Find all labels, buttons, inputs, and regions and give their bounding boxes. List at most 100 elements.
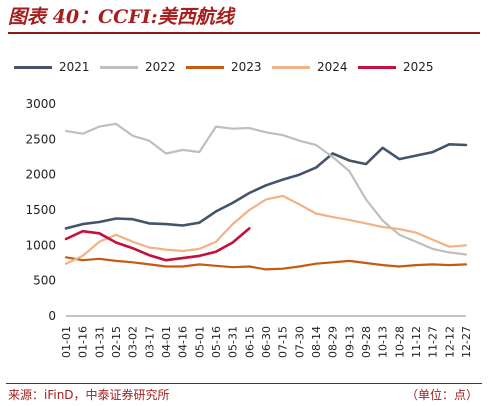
- data-point-2024: [115, 233, 117, 236]
- data-point-2023: [315, 262, 317, 265]
- data-point-2022: [281, 134, 284, 136]
- data-point-2025: [148, 254, 151, 257]
- data-point-2022: [298, 139, 301, 142]
- data-point-2021: [381, 147, 384, 149]
- data-point-2025: [115, 241, 117, 244]
- data-point-2023: [215, 265, 217, 267]
- series-line-2022: [64, 122, 468, 256]
- data-point-2023: [431, 263, 434, 266]
- data-point-2021: [265, 184, 267, 187]
- data-point-2023: [265, 268, 267, 271]
- data-point-2023: [115, 260, 117, 262]
- data-point-2024: [215, 241, 217, 243]
- x-tick-label: 03-17: [143, 326, 156, 358]
- data-point-2022: [148, 139, 151, 142]
- data-point-2021: [281, 178, 284, 181]
- data-point-2024: [281, 195, 284, 197]
- data-point-2022: [465, 253, 467, 256]
- data-point-2023: [298, 265, 301, 268]
- footer: 来源：iFinD，中泰证券研究所 （单位：点）: [6, 383, 482, 402]
- data-point-2024: [465, 244, 467, 247]
- data-point-2022: [265, 131, 267, 134]
- legend: 2021 2022 2023 2024 2025: [0, 58, 488, 76]
- x-tick-label: 11-27: [427, 326, 440, 358]
- series-line-2024: [64, 194, 468, 265]
- data-point-2022: [65, 130, 67, 132]
- data-point-2024: [315, 212, 317, 215]
- data-point-2022: [248, 127, 251, 129]
- y-tick-label: 2000: [25, 168, 56, 182]
- data-point-2023: [148, 263, 151, 266]
- data-point-2024: [415, 231, 417, 234]
- series-line-2025: [64, 227, 251, 262]
- data-point-2024: [398, 228, 401, 230]
- legend-swatch: [272, 65, 310, 69]
- data-point-2024: [165, 248, 167, 251]
- data-point-2022: [415, 241, 417, 243]
- x-tick-label: 02-15: [110, 326, 123, 358]
- legend-item-2022: 2022: [100, 58, 176, 76]
- x-tick-label: 10-13: [377, 326, 390, 358]
- data-point-2023: [465, 263, 467, 266]
- data-point-2023: [448, 264, 451, 266]
- unit-note: （单位：点）: [405, 388, 478, 402]
- x-tick-label: 04-16: [177, 326, 190, 358]
- data-point-2022: [348, 170, 351, 172]
- data-point-2022: [431, 248, 434, 250]
- y-tick-label: 500: [33, 274, 56, 288]
- data-point-2023: [248, 265, 251, 268]
- data-point-2024: [248, 209, 251, 211]
- data-point-2021: [465, 144, 467, 146]
- data-point-2024: [65, 262, 67, 265]
- legend-label: 2023: [231, 60, 262, 74]
- legend-label: 2025: [403, 60, 434, 74]
- x-tick-label: 01-31: [93, 326, 106, 358]
- x-tick-label: 09-13: [343, 326, 356, 358]
- x-tick-label: 07-15: [277, 326, 290, 358]
- data-point-2023: [281, 267, 284, 270]
- x-tick-label: 07-30: [293, 326, 306, 358]
- y-tick-label: 3000: [25, 97, 56, 111]
- data-point-2023: [348, 260, 351, 262]
- data-point-2023: [181, 265, 184, 268]
- y-tick-label: 2500: [25, 132, 56, 146]
- data-point-2021: [415, 154, 417, 157]
- legend-label: 2022: [145, 60, 176, 74]
- x-tick-label: 01-16: [77, 326, 90, 358]
- data-point-2023: [331, 261, 334, 264]
- data-point-2023: [81, 259, 84, 261]
- data-point-2024: [381, 226, 384, 228]
- data-point-2024: [298, 203, 301, 206]
- x-tick-label: 08-29: [327, 326, 340, 358]
- data-point-2025: [131, 247, 134, 249]
- data-point-2021: [398, 158, 401, 160]
- legend-swatch: [100, 65, 138, 69]
- data-point-2025: [165, 259, 167, 261]
- data-point-2023: [231, 266, 234, 269]
- data-point-2024: [98, 241, 101, 243]
- data-point-2021: [331, 152, 334, 155]
- data-point-2024: [131, 241, 134, 243]
- x-tick-label: 10-28: [393, 326, 406, 358]
- data-point-2022: [448, 251, 451, 254]
- x-tick-label: 12-27: [460, 326, 473, 358]
- x-tick-label: 05-01: [193, 326, 206, 358]
- data-point-2021: [431, 151, 434, 153]
- legend-item-2024: 2024: [272, 58, 348, 76]
- x-tick-label: 06-15: [243, 326, 256, 358]
- data-point-2022: [181, 149, 184, 151]
- data-point-2021: [365, 163, 367, 165]
- data-point-2024: [198, 248, 201, 250]
- data-point-2021: [181, 224, 184, 227]
- x-tick-label: 11-12: [410, 326, 423, 358]
- y-tick-label: 1000: [25, 238, 56, 252]
- data-point-2024: [81, 255, 84, 257]
- x-tick-label: 01-01: [60, 326, 73, 358]
- data-point-2025: [181, 257, 184, 259]
- legend-swatch: [186, 65, 224, 69]
- data-point-2024: [181, 250, 184, 252]
- data-point-2021: [81, 223, 84, 225]
- series-line-2021: [64, 143, 468, 230]
- data-point-2021: [131, 218, 134, 220]
- chart-title-text: 图表 40：CCFI:美西航线: [8, 6, 234, 28]
